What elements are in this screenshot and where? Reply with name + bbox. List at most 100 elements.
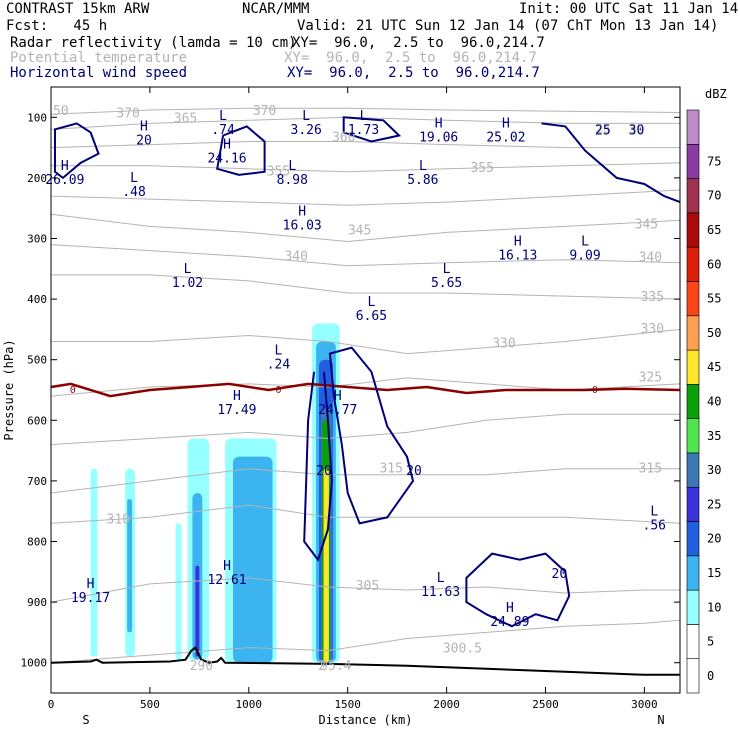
wind-label: 20 xyxy=(406,464,422,479)
reflectivity-cell xyxy=(323,468,329,663)
colorbar-swatch xyxy=(686,109,700,145)
colorbar-label: 0 xyxy=(707,669,714,683)
theta-label: 340 xyxy=(285,249,308,264)
theta-label: 30 xyxy=(629,122,645,137)
y-tick-label: 900 xyxy=(27,596,47,609)
extremum-marker: H xyxy=(233,389,241,404)
colorbar-label: 55 xyxy=(707,292,721,306)
x-tick-label: 500 xyxy=(140,698,160,711)
theta-label: 345 xyxy=(635,217,658,232)
theta-label: 300.5 xyxy=(443,642,482,657)
colorbar-label: 50 xyxy=(707,326,721,340)
field3-name: Horizontal wind speed xyxy=(10,65,188,81)
theta-contour xyxy=(51,162,681,173)
extremum-marker: L xyxy=(443,262,451,277)
contour-labels-layer: 370 365 370 360 355 355 345 340 345 340 335 330 330 3… xyxy=(45,104,666,674)
field2-name: Potential temperature xyxy=(10,50,188,66)
theta-label: 315 xyxy=(639,462,662,477)
axes-layer: 0 500 1000 1500 2000 2500 30001002003004005006… xyxy=(2,86,681,727)
y-tick-label: 800 xyxy=(27,536,47,549)
isotherm-label: 0 xyxy=(592,385,598,396)
extremum-value: 25.02 xyxy=(486,130,525,145)
extremum-value: 16.13 xyxy=(498,249,537,264)
colorbar-swatch xyxy=(686,384,700,419)
theta-label: 330 xyxy=(641,322,664,337)
field1-xy: XY= 96.0, 2.5 to 96.0,214.7 xyxy=(292,35,545,51)
x-tick-label: 0 xyxy=(48,698,55,711)
theta-label: 2 xyxy=(318,659,326,674)
field1-name: Radar reflectivity (lamda = 10 cm) xyxy=(10,35,297,51)
x-tick-label: 2000 xyxy=(433,698,460,711)
colorbar-swatch xyxy=(686,486,700,522)
theta-contour xyxy=(51,328,681,355)
extremum-value: 9.09 xyxy=(569,249,600,264)
colorbar-swatch xyxy=(686,349,700,385)
extremum-value: 11.63 xyxy=(421,585,460,600)
reflectivity-cell xyxy=(175,523,182,660)
colorbar-swatch xyxy=(686,589,700,625)
reflectivity-layer xyxy=(90,323,340,663)
x-tick-label: 1000 xyxy=(236,698,263,711)
colorbar-label: 45 xyxy=(707,360,721,374)
theta-label: 335 xyxy=(641,290,664,305)
model-title: CONTRAST 15km ARW xyxy=(6,1,150,17)
colorbar-label: 65 xyxy=(707,223,721,237)
colorbar-label: 75 xyxy=(707,154,721,168)
theta-label: 370 xyxy=(253,104,276,119)
extremum-marker: L xyxy=(275,344,283,359)
x-tick-label: 1500 xyxy=(334,698,361,711)
colorbar-label: 10 xyxy=(707,600,721,614)
wind-label: 25 xyxy=(595,123,611,138)
extremum-marker: L xyxy=(302,109,310,124)
extremum-marker: L xyxy=(360,109,368,124)
colorbar-layer: 0 5 10 15 20 25 30 35 40 45 50 55 60 65 70 75 dBZ xyxy=(686,87,727,694)
colorbar-swatch xyxy=(686,658,700,694)
reflectivity-cell xyxy=(127,499,133,633)
x-tick-label: 2500 xyxy=(532,698,559,711)
theta-contour xyxy=(50,107,681,115)
south-label: S xyxy=(82,713,89,727)
extremum-value: 19.06 xyxy=(419,130,458,145)
colorbar-swatch xyxy=(686,178,700,214)
theta-contour xyxy=(50,141,680,149)
extremum-marker: L xyxy=(288,159,296,174)
colorbar-swatch xyxy=(686,452,700,488)
theta-label: 370 xyxy=(116,106,139,121)
theta-label: 50 xyxy=(53,104,69,119)
theta-label: 305 xyxy=(356,579,379,594)
terrain-layer xyxy=(50,646,680,676)
theta-label: 360 xyxy=(332,131,355,146)
theta-contour xyxy=(50,377,681,397)
colorbar-label: 40 xyxy=(707,395,721,409)
colorbar-swatch xyxy=(686,521,700,557)
colorbar-swatch xyxy=(686,418,700,454)
extremum-marker: H xyxy=(298,204,306,219)
institution: NCAR/MMM xyxy=(242,1,310,17)
extremum-value: 20 xyxy=(136,133,152,148)
freezing-level-line xyxy=(50,382,681,398)
field3-xy: XY= 96.0, 2.5 to 96.0,214.7 xyxy=(287,65,540,81)
init-time: Init: 00 UTC Sat 11 Jan 14 xyxy=(519,1,739,17)
theta-label: 95.4 xyxy=(320,659,351,674)
theta-contour xyxy=(50,413,680,445)
y-tick-label: 300 xyxy=(27,233,47,246)
extremum-marker: L xyxy=(368,295,376,310)
colorbar-swatch xyxy=(686,624,700,660)
extremum-value: 24.16 xyxy=(207,152,246,167)
y-axis-label: Pressure (hPa) xyxy=(2,339,16,440)
extremum-marker: H xyxy=(87,577,95,592)
extremum-value: .74 xyxy=(211,123,235,138)
wind-label: 20 xyxy=(552,567,568,582)
isotherm-label: 0 xyxy=(275,385,281,396)
extremum-value: 16.03 xyxy=(283,218,322,233)
colorbar-swatch xyxy=(686,315,700,351)
wind-contour xyxy=(54,122,100,180)
y-tick-label: 100 xyxy=(27,111,47,124)
extremum-marker: L xyxy=(130,171,138,186)
extremum-value: 24.89 xyxy=(490,615,529,630)
extremum-value: 5.86 xyxy=(407,173,438,188)
valid-time: Valid: 21 UTC Sun 12 Jan 14 (07 ChT Mon … xyxy=(297,18,719,34)
theta-label: 315 xyxy=(379,462,402,477)
y-tick-label: 500 xyxy=(27,354,47,367)
